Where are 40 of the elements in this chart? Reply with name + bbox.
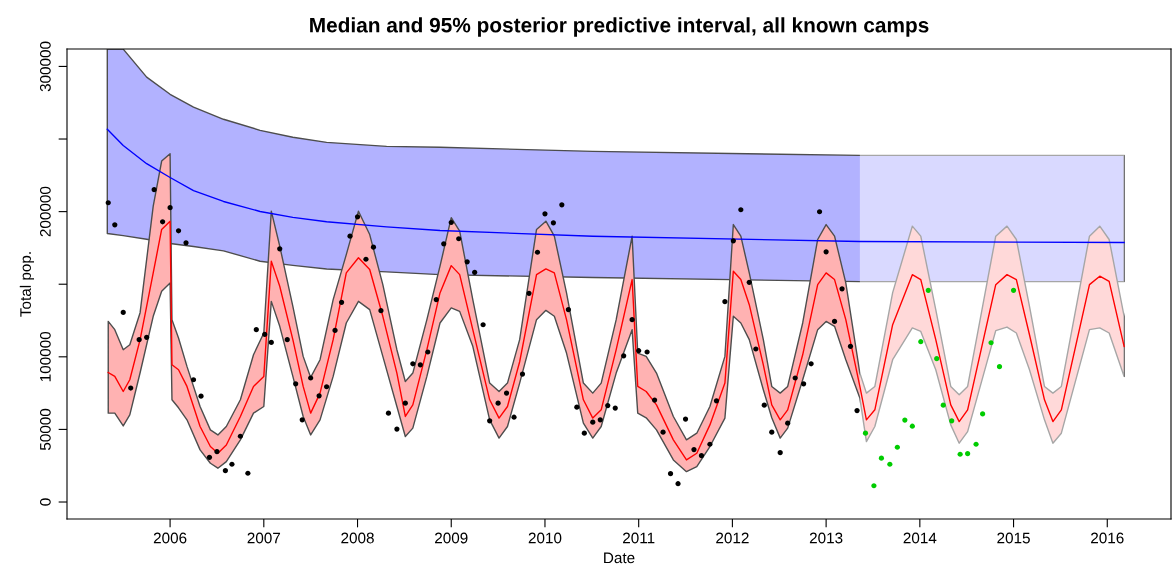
y-tick-label: 100000 bbox=[39, 331, 51, 382]
point bbox=[862, 430, 869, 436]
x-tick-label: 2010 bbox=[528, 532, 562, 544]
x-axis-title: Date bbox=[604, 552, 635, 564]
y-tick-label: 50000 bbox=[39, 408, 51, 451]
point bbox=[934, 356, 940, 362]
point bbox=[988, 340, 994, 346]
point bbox=[878, 455, 885, 461]
point bbox=[894, 444, 900, 450]
point bbox=[887, 461, 893, 467]
x-tick-label: 2006 bbox=[153, 532, 187, 544]
point bbox=[980, 411, 986, 417]
x-tick-label: 2011 bbox=[623, 532, 655, 544]
y-tick-label: 0 bbox=[39, 498, 51, 506]
point bbox=[1010, 287, 1017, 293]
chart-title: Median and 95% posterior predictive interval, all known camps bbox=[310, 17, 929, 37]
point bbox=[996, 364, 1003, 370]
x-tick-label: 2008 bbox=[341, 532, 374, 544]
point bbox=[918, 339, 924, 345]
x-tick-label: 2013 bbox=[809, 532, 843, 544]
point bbox=[871, 483, 877, 489]
line-series bbox=[107, 220, 1125, 461]
x-tick-label: 2014 bbox=[903, 532, 937, 544]
y-axis-title: Total pop. bbox=[19, 252, 35, 317]
y-tick-label: 200000 bbox=[39, 186, 51, 237]
y-tick-label: 300000 bbox=[39, 41, 51, 92]
x-tick-label: 2007 bbox=[247, 532, 281, 544]
x-tick-label: 2015 bbox=[997, 532, 1030, 544]
point bbox=[909, 423, 915, 429]
x-tick-label: 2016 bbox=[1091, 532, 1124, 544]
line-series bbox=[106, 128, 1125, 244]
point bbox=[949, 418, 955, 424]
point bbox=[940, 402, 946, 408]
point bbox=[902, 417, 908, 423]
x-tick-label: 2009 bbox=[435, 532, 468, 544]
point bbox=[973, 441, 979, 447]
point bbox=[925, 287, 931, 293]
point bbox=[957, 451, 963, 457]
x-tick-label: 2012 bbox=[716, 532, 749, 544]
point bbox=[965, 451, 971, 457]
